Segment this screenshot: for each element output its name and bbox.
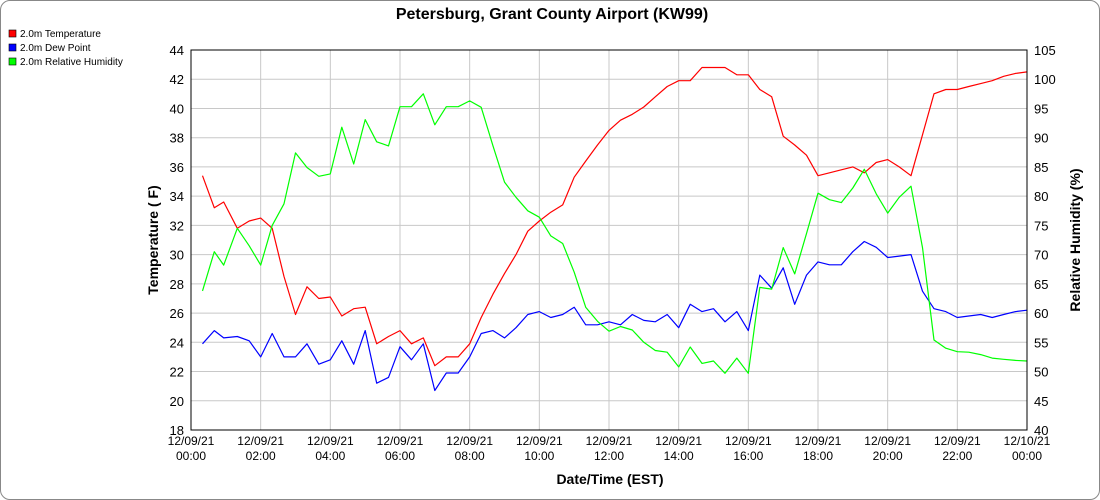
x-tick-label: 12/09/21 16:00: [725, 434, 772, 463]
right-tick-label: 90: [1034, 131, 1048, 146]
right-tick-label: 85: [1034, 160, 1048, 175]
right-tick-label: 60: [1034, 306, 1048, 321]
right-tick-label: 55: [1034, 335, 1048, 350]
left-tick-label: 42: [170, 72, 184, 87]
left-tick-label: 36: [170, 160, 184, 175]
x-axis-ticks: 12/09/21 00:00 12/09/21 02:00 12/09/21 04:00 1…: [168, 434, 1051, 463]
x-axis-title: Date/Time (EST): [556, 471, 663, 487]
legend-swatch-dew-point: [8, 43, 17, 52]
temperature-line: [201, 66, 1028, 367]
chart-title: Petersburg, Grant County Airport (KW99): [396, 6, 708, 23]
x-tick-label: 12/09/21 18:00: [795, 434, 842, 463]
left-axis-ticks: 18 20 22 24 26 28 30 32 34 36 38 40 42 44: [170, 43, 184, 438]
gridlines: [190, 49, 1028, 431]
right-tick-label: 45: [1034, 394, 1048, 409]
x-tick-label: 12/09/21 14:00: [655, 434, 702, 463]
left-tick-label: 20: [170, 394, 184, 409]
series-lines: [201, 66, 1028, 392]
right-tick-label: 70: [1034, 248, 1048, 263]
legend-item-dew-point: 2.0m Dew Point: [8, 43, 91, 54]
right-axis-title: Relative Humidity (%): [1067, 168, 1083, 311]
left-tick-label: 38: [170, 131, 184, 146]
x-tick-label: 12/09/21 04:00: [307, 434, 354, 463]
right-tick-label: 50: [1034, 365, 1048, 380]
x-tick-label: 12/09/21 08:00: [446, 434, 493, 463]
right-tick-label: 40: [1034, 423, 1048, 438]
right-tick-label: 105: [1034, 43, 1056, 58]
left-tick-label: 28: [170, 277, 184, 292]
left-tick-label: 44: [170, 43, 184, 58]
legend-item-relative-humidity: 2.0m Relative Humidity: [8, 57, 123, 68]
left-tick-label: 30: [170, 248, 184, 263]
legend-label-temperature: 2.0m Temperature: [20, 29, 101, 40]
legend-swatch-temperature: [8, 29, 17, 38]
x-tick-label: 12/09/21 06:00: [377, 434, 424, 463]
right-axis-ticks: 40 45 50 55 60 65 70 75 80 85 90 95 100 105: [1034, 43, 1056, 438]
legend-swatch-relative-humidity: [8, 57, 17, 66]
left-tick-label: 32: [170, 218, 184, 233]
x-tick-label: 12/09/21 20:00: [864, 434, 911, 463]
right-tick-label: 80: [1034, 189, 1048, 204]
left-axis-title: Temperature ( F): [145, 185, 161, 294]
x-tick-label: 12/09/21 00:00: [168, 434, 215, 463]
legend-label-relative-humidity: 2.0m Relative Humidity: [20, 57, 123, 68]
x-tick-label: 12/09/21 02:00: [237, 434, 284, 463]
right-tick-label: 95: [1034, 101, 1048, 116]
relative-humidity-line: [201, 93, 1028, 374]
dew-point-line: [202, 240, 1028, 392]
legend-label-dew-point: 2.0m Dew Point: [20, 43, 91, 54]
left-tick-label: 24: [170, 335, 184, 350]
left-tick-label: 26: [170, 306, 184, 321]
plot-area-border: [190, 49, 1028, 431]
x-tick-label: 12/09/21 10:00: [516, 434, 563, 463]
x-tick-label: 12/10/21 00:00: [1004, 434, 1051, 463]
x-tick-label: 12/09/21 22:00: [934, 434, 981, 463]
right-tick-label: 75: [1034, 218, 1048, 233]
left-tick-label: 40: [170, 101, 184, 116]
left-tick-label: 34: [170, 189, 184, 204]
left-tick-label: 22: [170, 365, 184, 380]
legend: 2.0m Temperature 2.0m Dew Point 2.0m Rel…: [8, 29, 123, 68]
left-tick-label: 18: [170, 423, 184, 438]
right-tick-label: 100: [1034, 72, 1056, 87]
legend-item-temperature: 2.0m Temperature: [8, 29, 101, 40]
x-tick-label: 12/09/21 12:00: [586, 434, 633, 463]
right-tick-label: 65: [1034, 277, 1048, 292]
